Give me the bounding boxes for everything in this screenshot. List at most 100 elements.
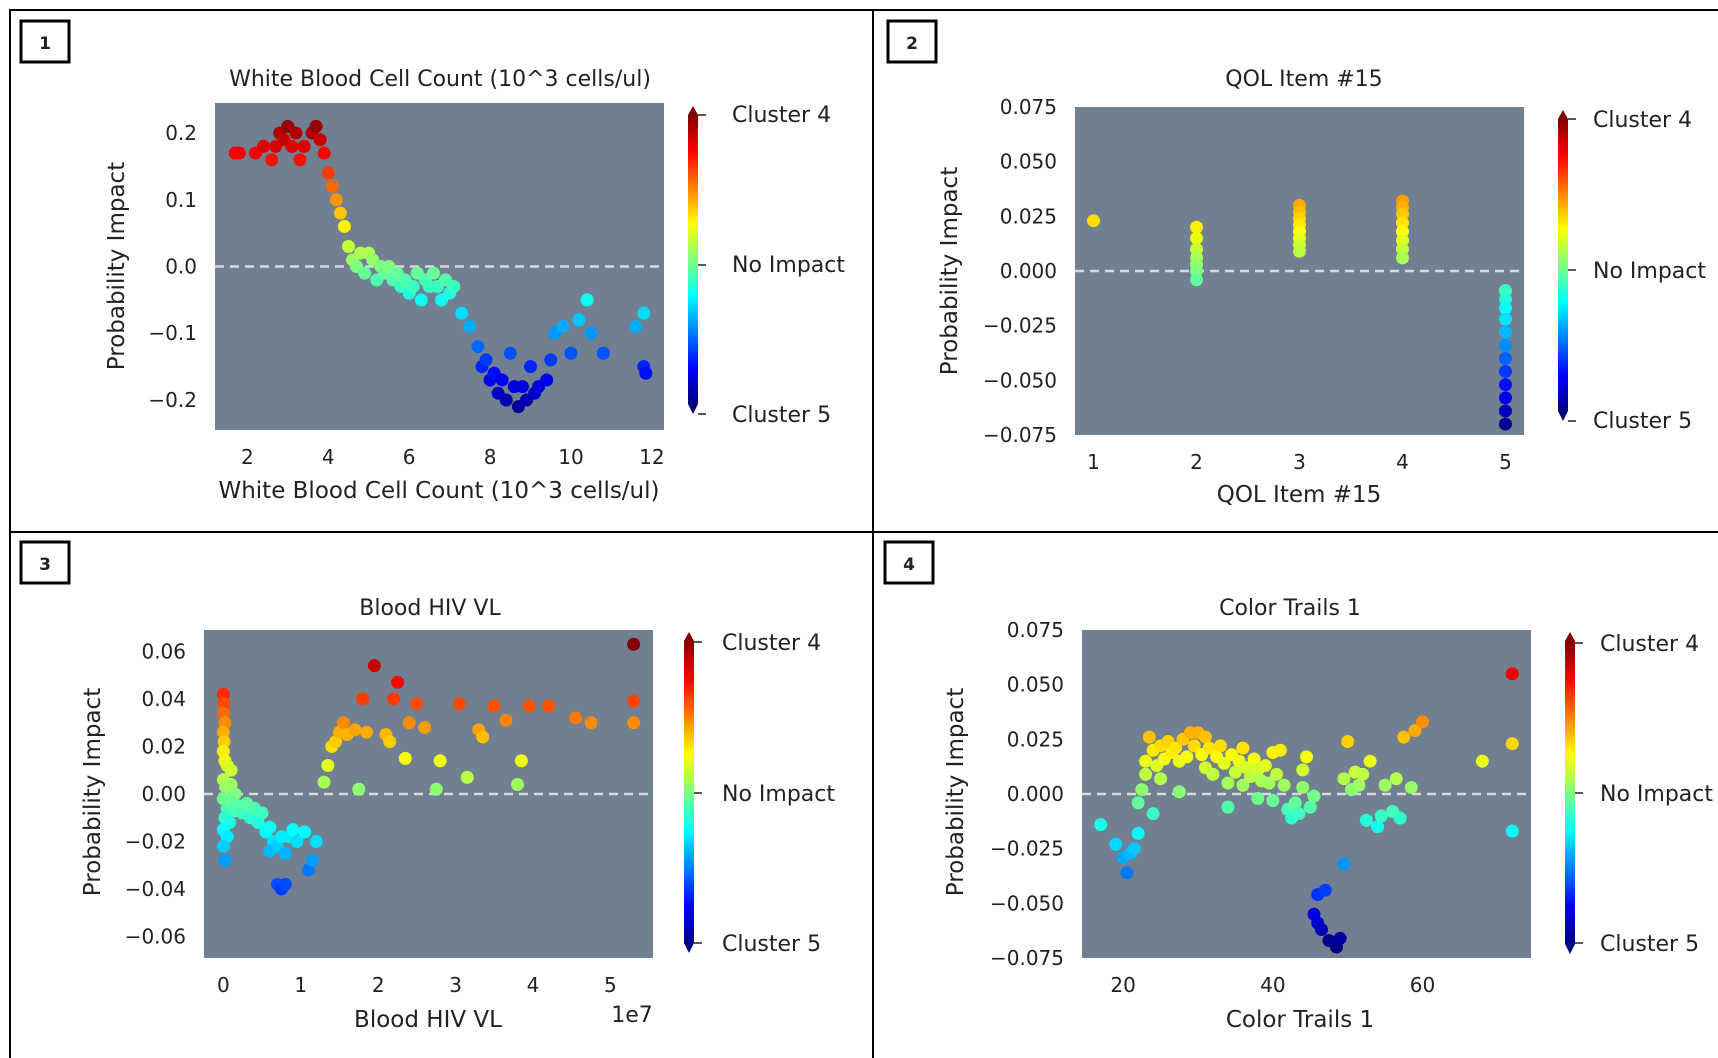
- scatter-point: [1498, 325, 1512, 339]
- x-axis-label: Blood HIV VL: [354, 1007, 502, 1033]
- colorbar-label-bottom: Cluster 5: [1593, 409, 1692, 434]
- x-tick-label: 4: [322, 445, 335, 469]
- scatter-point: [1206, 767, 1220, 781]
- scatter-point: [627, 637, 641, 651]
- x-tick-label: 3: [449, 973, 462, 997]
- scatter-point: [1131, 796, 1145, 810]
- scatter-point: [1139, 767, 1153, 781]
- scatter-point: [1109, 837, 1123, 851]
- x-tick-label: 8: [484, 445, 497, 469]
- x-axis-label: White Blood Cell Count (10^3 cells/ul): [218, 478, 659, 504]
- scatter-point: [305, 854, 319, 868]
- panel-number-box: [19, 540, 71, 585]
- y-tick-label: −0.050: [990, 891, 1064, 915]
- scatter-point: [479, 353, 493, 367]
- scatter-point: [1371, 820, 1385, 834]
- scatter-point: [426, 266, 440, 280]
- x-tick-label: 10: [558, 445, 583, 469]
- scatter-point: [1139, 754, 1153, 768]
- scatter-point: [1292, 807, 1306, 821]
- scatter-point: [286, 823, 300, 837]
- y-tick-label: 0.00: [141, 782, 186, 806]
- colorbar-label-top: Cluster 4: [722, 631, 821, 656]
- scatter-point: [452, 697, 466, 711]
- scatter-point: [391, 675, 405, 689]
- colorbar-gradient: [1558, 119, 1568, 411]
- scatter-point: [584, 326, 598, 340]
- scatter-point: [1262, 776, 1276, 790]
- y-tick-label: −0.025: [983, 314, 1057, 338]
- colorbar-label-top: Cluster 4: [732, 103, 831, 128]
- scatter-point: [524, 360, 538, 374]
- scatter-point: [556, 320, 570, 334]
- scatter-point: [544, 353, 558, 367]
- scatter-point: [410, 697, 424, 711]
- scatter-point: [1359, 813, 1373, 827]
- y-tick-label: 0.1: [165, 188, 197, 212]
- scatter-point: [329, 193, 343, 207]
- scatter-point: [1172, 785, 1186, 799]
- scatter-point: [637, 306, 651, 320]
- y-ticks: −0.06 −0.04 −0.02 0.00 0.02 0.04 0.06: [125, 639, 186, 948]
- scatter-point: [1270, 767, 1284, 781]
- scatter-point: [321, 758, 335, 772]
- y-axis-label: Probability Impact: [937, 167, 963, 375]
- scatter-point: [1505, 737, 1519, 751]
- scatter-point: [522, 699, 536, 713]
- scatter-point: [313, 133, 327, 147]
- colorbar-bottom-arrow: [1565, 944, 1575, 954]
- scatter-point: [1498, 378, 1512, 392]
- scatter-point: [1318, 883, 1332, 897]
- x-tick-label: 2: [241, 445, 254, 469]
- scatter-point: [333, 206, 347, 220]
- panel-number: 3: [39, 555, 51, 575]
- y-axis-label: Probability Impact: [80, 688, 106, 896]
- scatter-point: [1363, 754, 1377, 768]
- x-tick-label: 4: [527, 973, 540, 997]
- scatter-point: [627, 694, 641, 708]
- y-tick-label: −0.06: [125, 925, 186, 949]
- scatter-point: [352, 782, 366, 796]
- colorbar-bottom-arrow: [1558, 411, 1568, 421]
- scatter-point: [627, 716, 641, 730]
- y-tick-label: 0.050: [1000, 150, 1057, 174]
- scatter-point: [309, 119, 323, 133]
- scatter-point: [1415, 715, 1429, 729]
- y-tick-label: 0.025: [1000, 204, 1057, 228]
- scatter-point: [360, 725, 374, 739]
- x-tick-label: 12: [639, 445, 664, 469]
- colorbar-gradient: [1565, 641, 1575, 944]
- scatter-point: [1393, 811, 1407, 825]
- scatter-point: [325, 179, 339, 193]
- scatter-point: [341, 239, 355, 253]
- scatter-point: [584, 716, 598, 730]
- scatter-point: [1408, 724, 1422, 738]
- scatter-point: [1228, 765, 1242, 779]
- x-tick-label: 4: [1396, 450, 1409, 474]
- y-ticks: −0.075 −0.050 −0.025 0.000 0.025 0.050 0.075: [990, 618, 1064, 970]
- y-axis-label: Probability Impact: [104, 162, 130, 370]
- scatter-point: [348, 723, 362, 737]
- panel-3: 3 Blood HIV VL −0.06 −0.04 −0.02 0.00 0.02 0.…: [19, 540, 835, 1033]
- y-tick-label: −0.02: [125, 830, 186, 854]
- x-tick-label: 2: [1190, 450, 1203, 474]
- y-axis-label: Probability Impact: [943, 688, 969, 896]
- scatter-point: [298, 825, 312, 839]
- chart-title: White Blood Cell Count (10^3 cells/ul): [229, 67, 651, 92]
- scatter-point: [278, 877, 292, 891]
- scatter-point: [1277, 778, 1291, 792]
- colorbar-bottom-arrow: [688, 404, 698, 414]
- scatter-point: [1198, 730, 1212, 744]
- scatter-point: [460, 770, 474, 784]
- scatter-point: [1094, 818, 1108, 832]
- points: [216, 637, 641, 896]
- colorbar-top-arrow: [1565, 632, 1575, 641]
- y-tick-label: −0.075: [990, 946, 1064, 970]
- colorbar-label-middle: No Impact: [732, 253, 845, 278]
- scatter-point: [418, 720, 432, 734]
- scatter-point: [1389, 772, 1403, 786]
- scatter-point: [293, 153, 307, 167]
- scatter-point: [1169, 741, 1183, 755]
- scatter-point: [639, 366, 653, 380]
- x-axis-label: QOL Item #15: [1217, 482, 1382, 508]
